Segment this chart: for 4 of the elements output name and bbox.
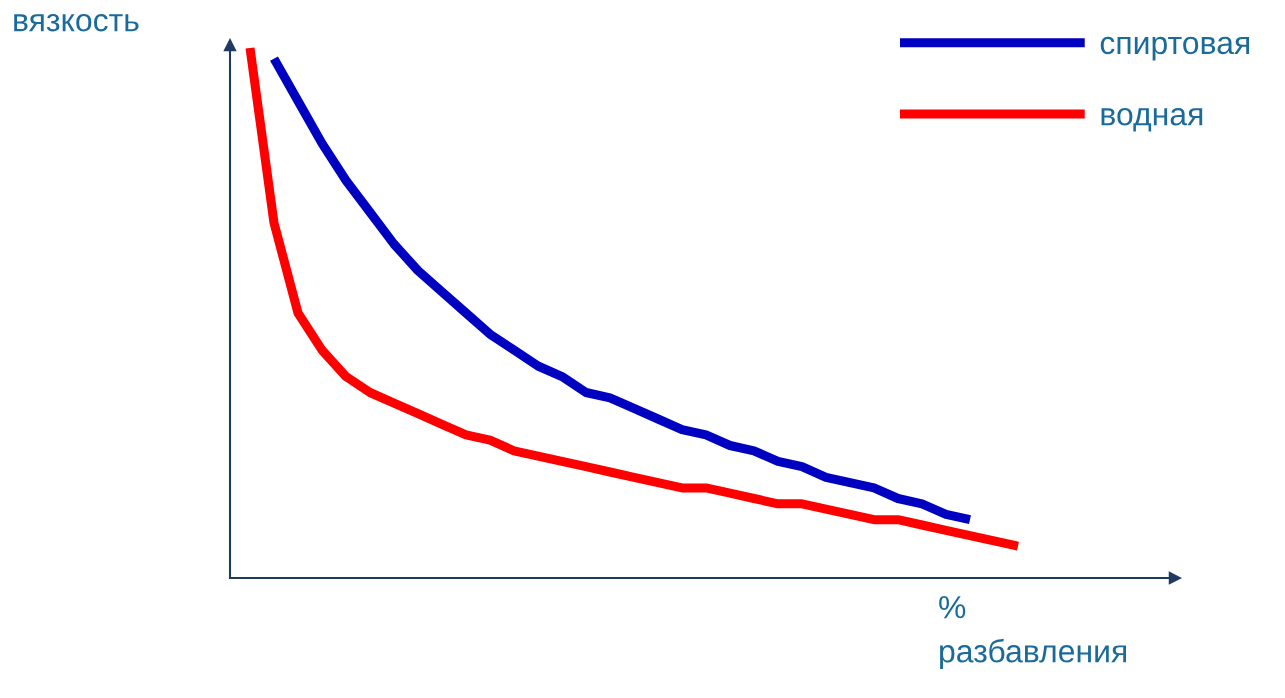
x-axis-title: % разбавления [939,595,1127,669]
text: водная [1101,108,1203,132]
y-axis-title: вязкость [14,13,139,32]
text: спиртовая [1100,36,1250,61]
